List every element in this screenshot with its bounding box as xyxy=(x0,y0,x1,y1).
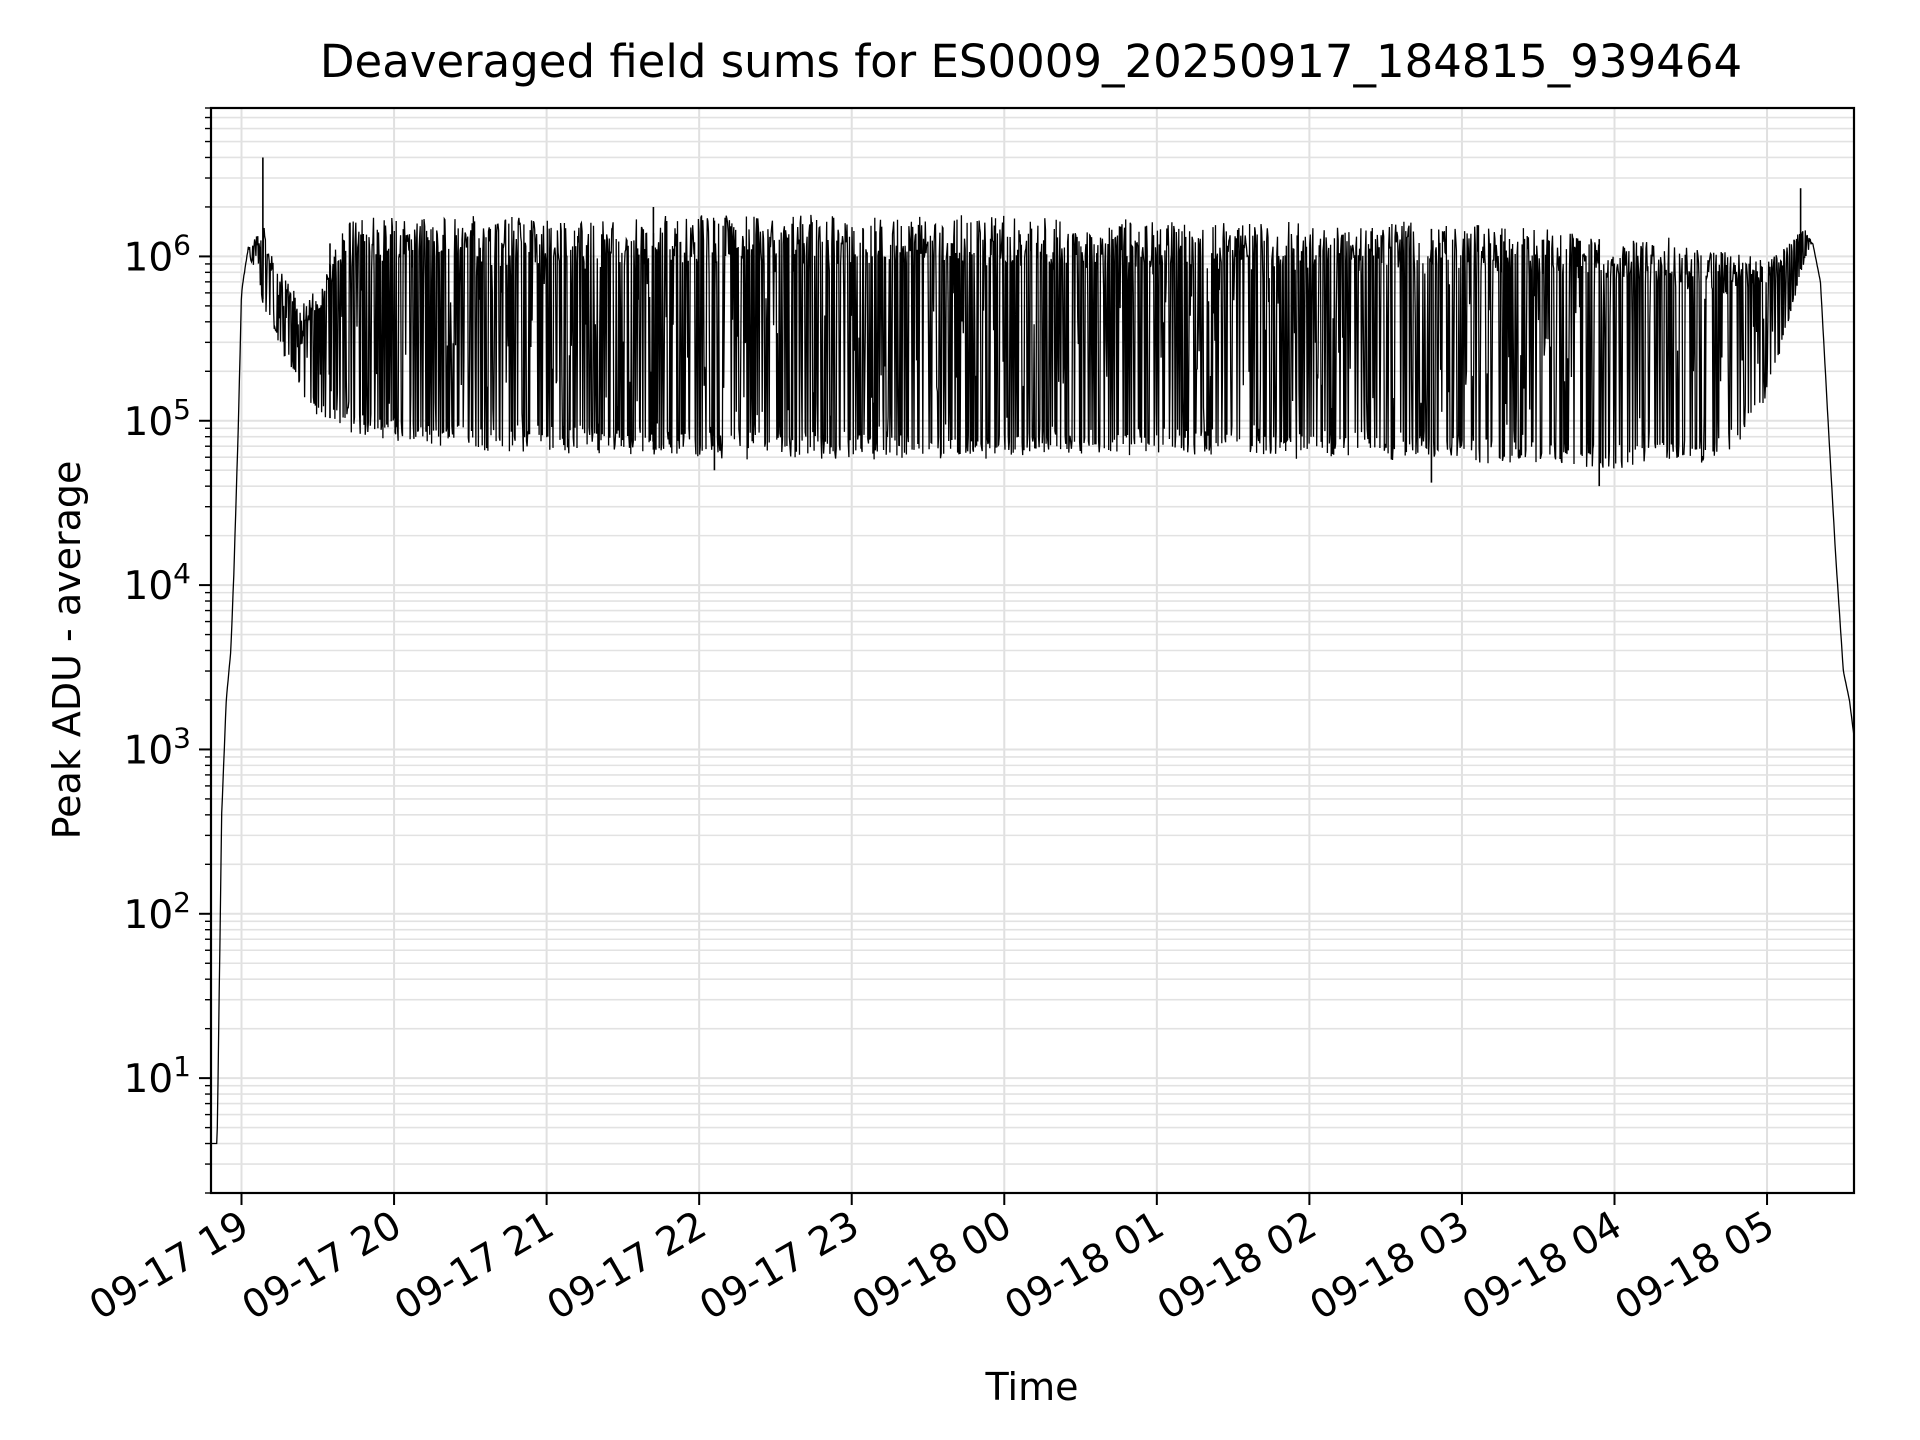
y-tick-label: 106 xyxy=(124,228,191,280)
y-tick-label: 105 xyxy=(124,393,191,445)
y-tick-label: 101 xyxy=(124,1050,191,1102)
series-layer xyxy=(211,157,1855,1145)
x-axis-label: Time xyxy=(985,1365,1079,1409)
series-line xyxy=(211,214,1855,1145)
y-tick-label: 102 xyxy=(124,886,191,938)
y-tick-label: 103 xyxy=(124,721,191,773)
y-axis: 101 102 103 104 105 106 xyxy=(124,107,211,1194)
y-tick-label: 104 xyxy=(124,557,191,609)
chart-title: Deaveraged field sums for ES0009_2025091… xyxy=(320,35,1742,88)
y-axis-label: Peak ADU - average xyxy=(45,461,89,840)
